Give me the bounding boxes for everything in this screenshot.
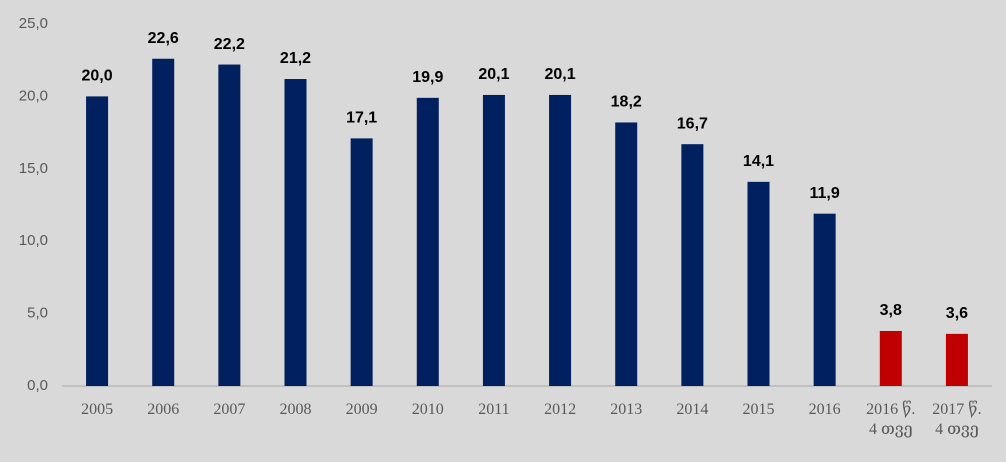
x-tick-label: 2015 xyxy=(742,401,775,418)
y-tick-label: 15,0 xyxy=(19,160,48,177)
bar xyxy=(615,122,638,387)
bar xyxy=(86,96,109,387)
value-label: 21,2 xyxy=(280,50,311,67)
bar xyxy=(350,138,373,386)
bar xyxy=(218,64,241,386)
x-tick-label: 2017 წ. 4 თვე xyxy=(932,401,982,438)
x-tick-label: 2010 xyxy=(411,401,444,418)
bar xyxy=(747,181,770,386)
x-tick-label: 2006 xyxy=(147,401,180,418)
value-label: 16,7 xyxy=(677,115,708,132)
value-label: 3,8 xyxy=(880,302,902,319)
value-label: 22,6 xyxy=(148,30,179,47)
x-tick-label: 2008 xyxy=(279,401,312,418)
value-label: 14,1 xyxy=(743,153,774,170)
value-label: 3,6 xyxy=(946,305,968,322)
x-tick-label: 2007 xyxy=(213,401,246,418)
bar xyxy=(879,330,902,386)
y-tick-label: 0,0 xyxy=(27,377,48,394)
x-tick-label: 2016 წ. 4 თვე xyxy=(866,401,916,438)
bar xyxy=(482,94,505,387)
bar xyxy=(813,213,836,386)
value-label: 11,9 xyxy=(810,185,840,202)
value-label: 22,2 xyxy=(214,36,245,53)
y-tick-label: 25,0 xyxy=(19,15,48,32)
value-label: 20,0 xyxy=(82,68,113,85)
x-tick-label: 2014 xyxy=(676,401,709,418)
bar xyxy=(681,144,704,386)
value-label: 20,1 xyxy=(545,66,576,83)
bar xyxy=(945,333,968,386)
y-tick-label: 20,0 xyxy=(19,87,48,104)
bar xyxy=(284,79,307,387)
y-tick-label: 5,0 xyxy=(27,305,48,322)
bar xyxy=(416,97,439,387)
bar xyxy=(152,58,175,386)
x-tick-label: 2011 xyxy=(478,401,510,418)
value-label: 18,2 xyxy=(611,94,642,111)
x-tick-label: 2016 xyxy=(808,401,841,418)
x-tick-label: 2005 xyxy=(81,401,114,418)
x-tick-label: 2009 xyxy=(345,401,378,418)
value-label: 17,1 xyxy=(346,110,377,127)
value-label: 20,1 xyxy=(478,66,509,83)
x-tick-label: 2013 xyxy=(610,401,643,418)
bar xyxy=(549,94,572,387)
x-tick-label: 2012 xyxy=(544,401,577,418)
value-label: 19,9 xyxy=(412,69,443,86)
y-tick-label: 10,0 xyxy=(19,232,48,249)
